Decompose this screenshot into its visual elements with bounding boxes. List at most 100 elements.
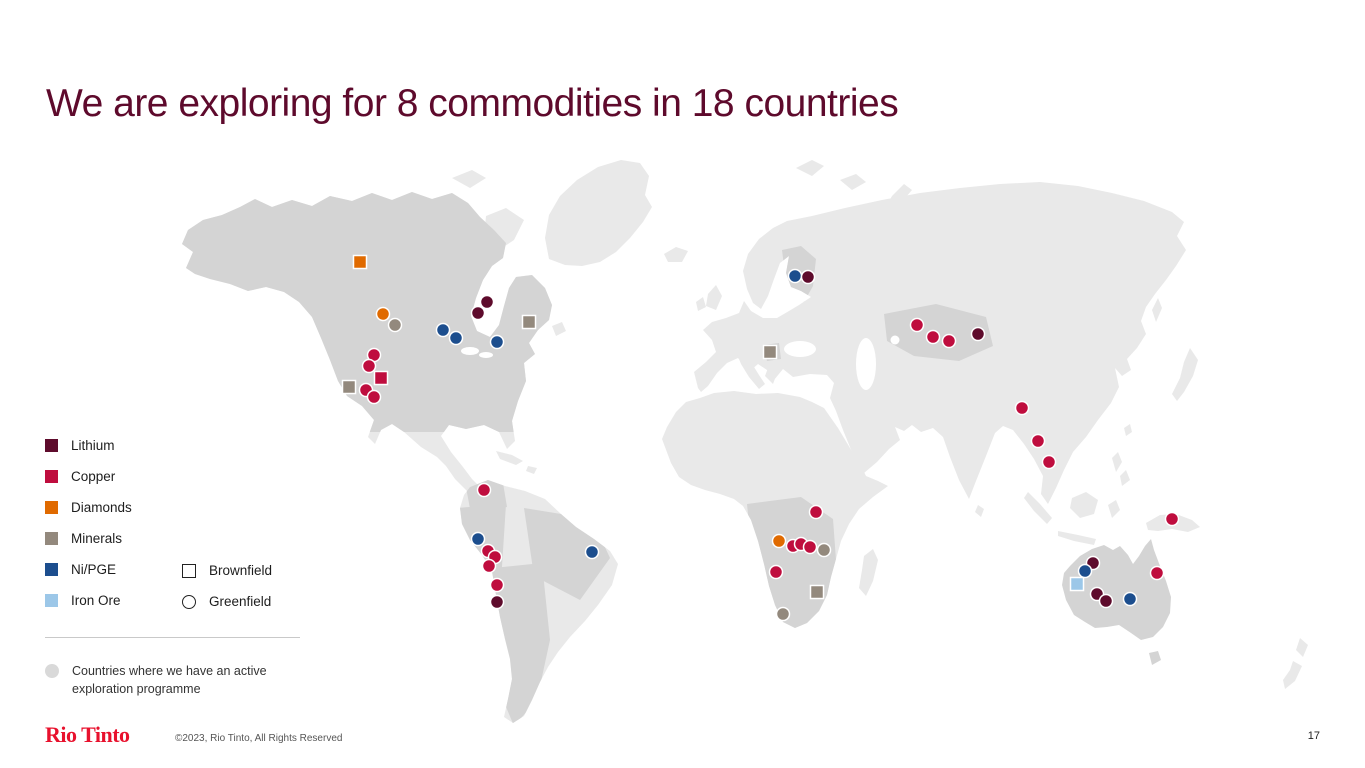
map-marker-minerals-brownfield — [762, 344, 778, 360]
island-britain — [706, 285, 722, 310]
legend-item: Lithium — [45, 430, 132, 461]
black-sea — [784, 341, 816, 357]
sea-layer — [461, 335, 900, 390]
map-marker-copper-greenfield — [1030, 433, 1046, 449]
map-marker-copper-greenfield — [1041, 454, 1057, 470]
island-philippines — [1112, 452, 1122, 472]
map-marker-copper-greenfield — [1014, 400, 1030, 416]
island-hispaniola — [526, 466, 537, 474]
island-svalbard — [796, 160, 824, 176]
page-number: 17 — [1307, 730, 1320, 742]
map-marker-iron-ore-brownfield — [1069, 576, 1085, 592]
map-marker-lithium-greenfield — [800, 269, 816, 285]
legend-label: Lithium — [71, 438, 115, 453]
legend-item-brownfield: Brownfield — [182, 555, 272, 586]
map-marker-copper-brownfield — [373, 370, 389, 386]
map-marker-diamonds-greenfield — [375, 306, 391, 322]
legend-label: Minerals — [71, 531, 123, 546]
map-marker-lithium-greenfield — [489, 594, 505, 610]
map-marker-copper-greenfield — [768, 564, 784, 580]
island-new-zealand — [1296, 638, 1308, 657]
island-sulawesi — [1108, 500, 1120, 518]
map-marker-copper-greenfield — [808, 504, 824, 520]
legend-item: Ni/PGE — [45, 554, 132, 585]
active-country-highlight — [747, 497, 836, 628]
map-marker-copper-greenfield — [1164, 511, 1180, 527]
map-marker-minerals-brownfield — [809, 584, 825, 600]
map-marker-ni-pge-greenfield — [787, 268, 803, 284]
map-marker-copper-greenfield — [489, 577, 505, 593]
site-type-legend: Brownfield Greenfield — [182, 555, 272, 617]
island-philippines — [1120, 470, 1130, 486]
rio-tinto-logo: Rio Tinto — [45, 722, 130, 747]
island-arctic-east — [840, 174, 866, 190]
legend-swatch — [45, 532, 58, 545]
map-marker-ni-pge-greenfield — [1122, 591, 1138, 607]
island-taiwan — [1124, 424, 1132, 436]
map-marker-lithium-greenfield — [470, 305, 486, 321]
brownfield-square-icon — [182, 563, 196, 578]
legend-label: Greenfield — [209, 594, 272, 609]
map-marker-copper-greenfield — [476, 482, 492, 498]
commodity-legend: Lithium Copper Diamonds Minerals Ni/PGE Iron … — [45, 430, 132, 616]
map-marker-ni-pge-greenfield — [435, 322, 451, 338]
island-borneo — [1070, 492, 1098, 518]
map-marker-ni-pge-greenfield — [470, 531, 486, 547]
island-sumatra — [1024, 492, 1052, 524]
map-marker-ni-pge-greenfield — [489, 334, 505, 350]
map-marker-minerals-brownfield — [521, 314, 537, 330]
great-lakes — [461, 347, 479, 355]
legend-item: Diamonds — [45, 492, 132, 523]
island-cuba — [496, 451, 523, 465]
island-sakhalin — [1152, 298, 1162, 322]
legend-item: Copper — [45, 461, 132, 492]
legend-swatch — [45, 501, 58, 514]
legend-divider — [45, 637, 300, 638]
map-marker-minerals-greenfield — [816, 542, 832, 558]
active-country-tasmania — [1149, 651, 1161, 665]
map-marker-minerals-greenfield — [387, 317, 403, 333]
caspian-sea — [856, 338, 876, 390]
map-marker-copper-greenfield — [361, 358, 377, 374]
map-marker-ni-pge-greenfield — [584, 544, 600, 560]
island-sri-lanka — [975, 505, 984, 517]
legend-item-greenfield: Greenfield — [182, 586, 272, 617]
island-greenland — [545, 160, 652, 266]
island-madagascar — [859, 549, 878, 596]
island-newfoundland — [552, 322, 566, 336]
page-title: We are exploring for 8 commodities in 18… — [46, 82, 899, 126]
greenfield-circle-icon — [182, 594, 196, 609]
legend-swatch — [45, 439, 58, 452]
legend-swatch — [45, 563, 58, 576]
active-countries-note: Countries where we have an active explor… — [45, 662, 297, 698]
legend-label: Diamonds — [71, 500, 132, 515]
map-marker-ni-pge-greenfield — [448, 330, 464, 346]
legend-label: Brownfield — [209, 563, 273, 578]
legend-item: Minerals — [45, 523, 132, 554]
map-marker-copper-greenfield — [941, 333, 957, 349]
arctic-island — [452, 170, 486, 188]
marker-layer — [341, 254, 1180, 622]
legend-label: Iron Ore — [71, 593, 121, 608]
legend-label: Ni/PGE — [71, 562, 117, 577]
great-lakes — [479, 352, 493, 358]
map-marker-copper-greenfield — [1149, 565, 1165, 581]
peninsula-greece — [765, 368, 777, 384]
map-marker-copper-greenfield — [366, 389, 382, 405]
note-text: Countries where we have an active explor… — [72, 664, 267, 697]
active-country-highlight — [474, 563, 550, 723]
legend-swatch — [45, 470, 58, 483]
island-japan — [1172, 348, 1198, 401]
peninsula-italy — [737, 352, 765, 389]
map-marker-copper-greenfield — [909, 317, 925, 333]
map-marker-copper-greenfield — [802, 539, 818, 555]
island-new-zealand — [1283, 661, 1302, 689]
aral-sea — [890, 335, 900, 345]
map-marker-lithium-greenfield — [970, 326, 986, 342]
map-marker-copper-greenfield — [925, 329, 941, 345]
map-marker-minerals-brownfield — [341, 379, 357, 395]
legend-label: Copper — [71, 469, 116, 484]
map-marker-minerals-greenfield — [775, 606, 791, 622]
